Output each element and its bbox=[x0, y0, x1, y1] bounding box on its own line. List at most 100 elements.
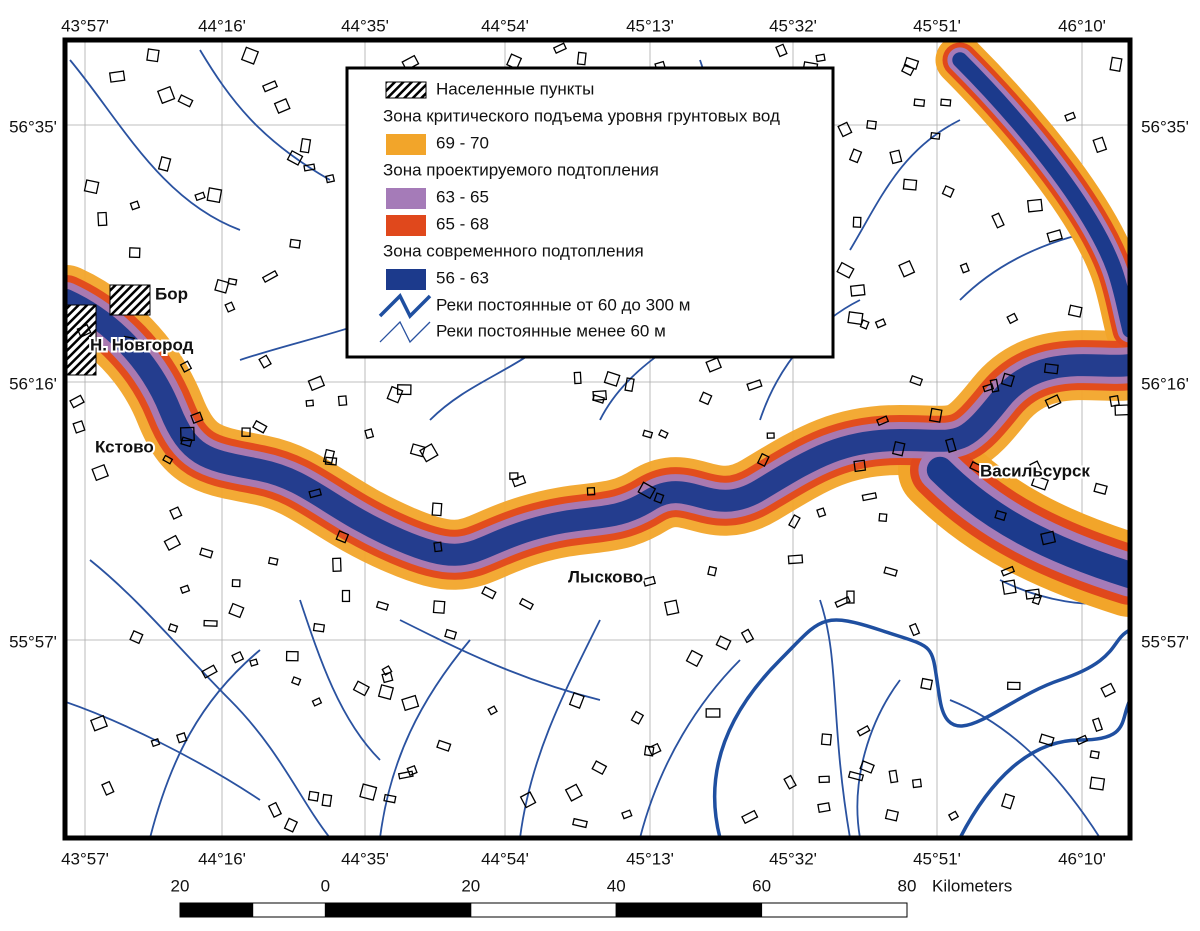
settlement bbox=[436, 739, 452, 752]
settlement bbox=[685, 649, 704, 668]
legend-swatch bbox=[386, 188, 426, 209]
settlement bbox=[241, 427, 251, 438]
settlement bbox=[129, 629, 144, 645]
settlement bbox=[1093, 482, 1108, 495]
settlement bbox=[324, 456, 338, 466]
settlement bbox=[630, 710, 645, 725]
place-label: Н. Новгород bbox=[90, 335, 194, 354]
settlement bbox=[312, 622, 326, 633]
latitude-label: 56°35' bbox=[9, 117, 57, 136]
settlement bbox=[787, 554, 804, 565]
settlement bbox=[322, 448, 336, 464]
settlement bbox=[101, 780, 115, 796]
stream bbox=[849, 119, 961, 251]
legend-box bbox=[345, 66, 835, 359]
stream bbox=[89, 559, 331, 838]
settlement bbox=[307, 790, 320, 802]
settlement bbox=[311, 697, 323, 707]
settlement bbox=[657, 429, 669, 439]
legend-swatch bbox=[378, 293, 432, 319]
legend-label: 69 - 70 bbox=[436, 133, 489, 152]
flood-zone bbox=[65, 289, 1130, 566]
settlement bbox=[1044, 394, 1062, 410]
settlement bbox=[663, 599, 680, 616]
settlement bbox=[898, 259, 916, 278]
settlement bbox=[591, 394, 606, 404]
settlement bbox=[89, 714, 109, 732]
settlement bbox=[406, 764, 418, 777]
legend-swatch bbox=[386, 134, 426, 155]
settlement bbox=[883, 566, 898, 577]
settlement bbox=[848, 148, 863, 164]
longitude-label: 43°57' bbox=[61, 16, 109, 35]
settlement bbox=[847, 311, 864, 326]
settlement bbox=[705, 708, 721, 718]
settlement bbox=[856, 724, 871, 737]
settlement bbox=[740, 628, 755, 644]
settlement bbox=[1025, 588, 1041, 600]
scale-label: 20 bbox=[171, 876, 190, 895]
settlement bbox=[913, 98, 926, 107]
settlement bbox=[258, 354, 272, 369]
settlement bbox=[643, 745, 655, 757]
longitude-label: 45°32' bbox=[769, 849, 817, 868]
latitude-label: 56°35' bbox=[1141, 117, 1189, 136]
stream bbox=[399, 619, 601, 701]
settlement bbox=[1089, 750, 1100, 760]
settlement bbox=[201, 664, 218, 679]
settlement bbox=[97, 211, 108, 227]
settlement bbox=[401, 694, 420, 712]
settlement bbox=[481, 585, 497, 600]
settlement bbox=[175, 732, 188, 744]
settlement bbox=[308, 488, 323, 499]
settlement bbox=[383, 793, 397, 804]
stream bbox=[299, 599, 381, 761]
place-label: Кстово bbox=[95, 437, 154, 456]
settlement bbox=[337, 395, 348, 407]
settlement bbox=[76, 323, 92, 338]
settlement bbox=[321, 793, 333, 807]
scale-label: 80 bbox=[898, 876, 917, 895]
settlement bbox=[163, 534, 182, 552]
settlement bbox=[884, 808, 900, 822]
stream bbox=[949, 699, 1101, 838]
settlement bbox=[190, 411, 204, 425]
longitude-label: 45°13' bbox=[626, 849, 674, 868]
settlement bbox=[1038, 733, 1055, 747]
map-area bbox=[65, 40, 1130, 838]
longitude-label: 44°35' bbox=[341, 16, 389, 35]
place-label: Лысково bbox=[568, 567, 643, 586]
longitude-label: 46°10' bbox=[1058, 849, 1106, 868]
legend-label: Населенные пункты bbox=[436, 79, 594, 98]
settlement bbox=[69, 394, 85, 409]
settlement bbox=[861, 492, 878, 502]
settlement bbox=[866, 119, 877, 130]
settlement bbox=[261, 269, 279, 283]
legend-label: 56 - 63 bbox=[436, 268, 489, 287]
settlement bbox=[194, 191, 206, 202]
settlement bbox=[396, 384, 412, 396]
settlement bbox=[903, 56, 920, 70]
map-frame bbox=[62, 37, 1133, 841]
settlement bbox=[945, 437, 957, 453]
settlement bbox=[642, 429, 654, 439]
settlement bbox=[206, 187, 223, 204]
legend-heading: Зона современного подтопления bbox=[383, 241, 644, 260]
settlement bbox=[929, 407, 943, 423]
legend-swatch bbox=[385, 81, 427, 99]
settlement bbox=[487, 705, 498, 716]
settlement bbox=[267, 801, 283, 819]
settlement bbox=[179, 584, 191, 594]
settlement bbox=[335, 530, 350, 544]
settlement bbox=[72, 420, 86, 434]
place-label: Бор bbox=[155, 284, 188, 303]
settlement bbox=[920, 677, 934, 691]
stream bbox=[819, 599, 851, 838]
settlement bbox=[647, 742, 662, 756]
settlement bbox=[875, 415, 890, 427]
settlement bbox=[820, 733, 832, 746]
settlement bbox=[815, 53, 826, 63]
settlement bbox=[834, 596, 851, 608]
settlement bbox=[576, 51, 587, 66]
settlement bbox=[878, 512, 888, 523]
